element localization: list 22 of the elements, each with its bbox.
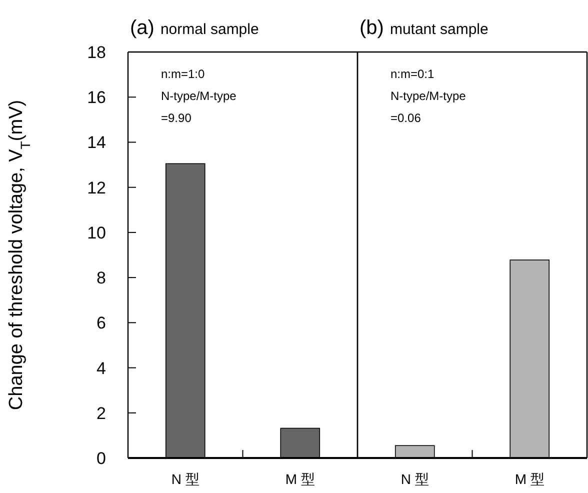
x-tick-label: M 型 [514, 471, 544, 487]
annotation: =0.06 [390, 111, 422, 125]
annotation: n:m=1:0 [161, 67, 206, 81]
y-tick-label: 2 [96, 404, 106, 423]
y-tick-label: 14 [87, 133, 106, 152]
annotation: n:m=0:1 [390, 67, 435, 81]
x-tick-label: N 型 [400, 471, 429, 487]
y-tick-label: 18 [87, 43, 106, 62]
y-tick-label: 0 [96, 449, 106, 468]
chart-title: (b) mutant sample [360, 17, 488, 39]
y-tick-label: 4 [96, 358, 106, 378]
annotation: N-type/M-type [161, 89, 237, 103]
y-tick-label: 16 [87, 88, 106, 108]
x-tick-label: M 型 [285, 471, 315, 487]
y-tick-label: 12 [87, 178, 106, 198]
y-tick-label: 6 [96, 314, 106, 333]
y-tick-label: 10 [87, 223, 106, 242]
annotation: =9.90 [161, 111, 192, 125]
y-tick-label: 8 [96, 268, 106, 288]
x-tick-label: N 型 [171, 471, 200, 487]
chart-title: (a) normal sample [130, 17, 259, 39]
annotation: N-type/M-type [390, 89, 466, 103]
